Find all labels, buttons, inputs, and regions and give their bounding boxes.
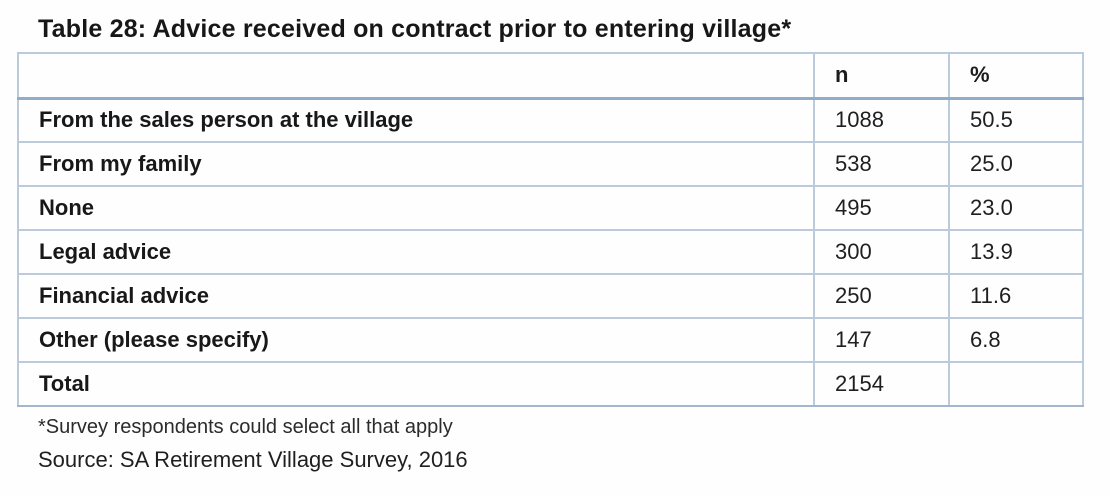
row-n: 300 — [813, 229, 950, 275]
table-row: Other (please specify) 147 6.8 — [17, 317, 1084, 363]
row-label: Legal advice — [17, 229, 815, 275]
footnote-select-all: *Survey respondents could select all tha… — [38, 416, 453, 438]
row-n: 538 — [813, 141, 950, 187]
table-row: None 495 23.0 — [17, 185, 1084, 231]
row-percent: 25.0 — [948, 141, 1084, 187]
source-line: Source: SA Retirement Village Survey, 20… — [38, 447, 468, 472]
row-n: 495 — [813, 185, 950, 231]
row-percent: 23.0 — [948, 185, 1084, 231]
row-percent — [948, 361, 1084, 407]
table-row: From the sales person at the village 108… — [17, 97, 1084, 143]
row-n: 2154 — [813, 361, 950, 407]
row-percent: 13.9 — [948, 229, 1084, 275]
row-n: 1088 — [813, 97, 950, 143]
row-label: From the sales person at the village — [17, 97, 815, 143]
table-row: Legal advice 300 13.9 — [17, 229, 1084, 275]
row-label: None — [17, 185, 815, 231]
row-label: Other (please specify) — [17, 317, 815, 363]
row-label: Financial advice — [17, 273, 815, 319]
header-category — [17, 52, 815, 100]
row-n: 147 — [813, 317, 950, 363]
table-row-total: Total 2154 — [17, 361, 1084, 407]
row-label: Total — [17, 361, 815, 407]
row-n: 250 — [813, 273, 950, 319]
row-label: From my family — [17, 141, 815, 187]
table-row: Financial advice 250 11.6 — [17, 273, 1084, 319]
table-row: From my family 538 25.0 — [17, 141, 1084, 187]
header-row: n % — [17, 52, 1084, 100]
row-percent: 11.6 — [948, 273, 1084, 319]
row-percent: 50.5 — [948, 97, 1084, 143]
header-n: n — [813, 52, 950, 100]
row-percent: 6.8 — [948, 317, 1084, 363]
advice-table: n % From the sales person at the village… — [17, 52, 1084, 407]
header-percent: % — [948, 52, 1084, 100]
table-title: Table 28: Advice received on contract pr… — [38, 15, 792, 43]
